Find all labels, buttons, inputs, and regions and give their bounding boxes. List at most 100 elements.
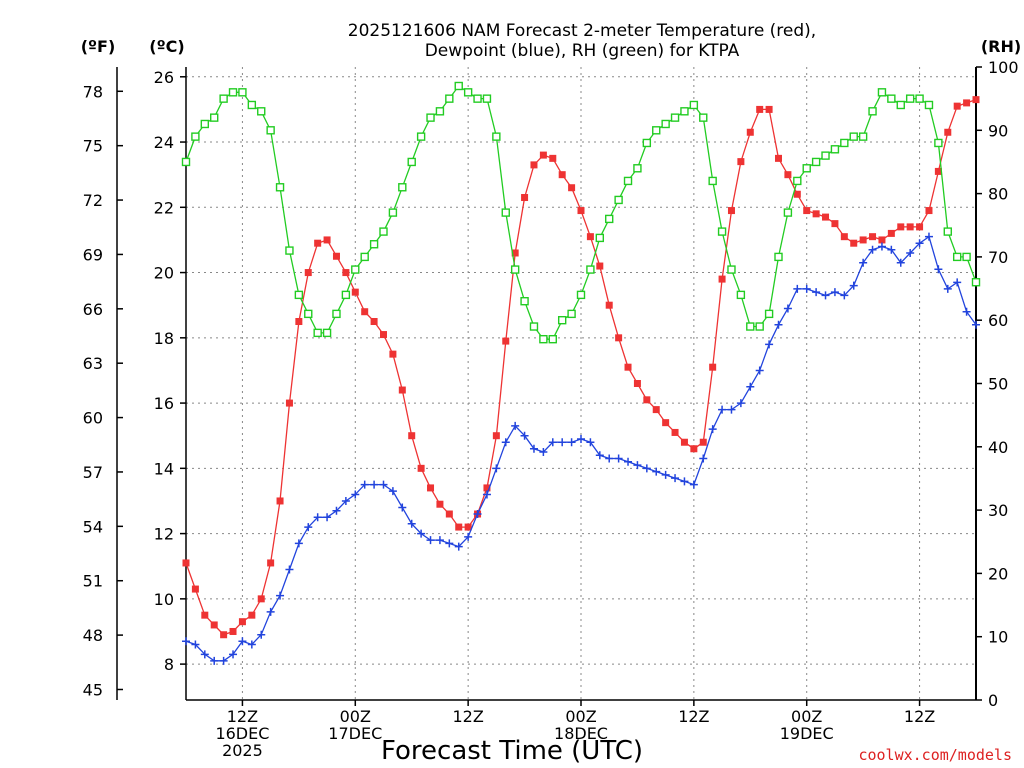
dewpoint-point <box>247 640 256 649</box>
dewpoint-point <box>868 245 877 254</box>
dewpoint-point <box>445 539 454 548</box>
temperature-point <box>323 236 331 244</box>
celsius-tick-label: 26 <box>154 68 174 87</box>
temperature-point <box>709 363 717 371</box>
dewpoint-point <box>473 510 482 519</box>
dewpoint-point <box>671 474 680 483</box>
dewpoint-point <box>774 320 783 329</box>
temperature-point <box>699 438 707 446</box>
rh-point <box>379 227 388 236</box>
temperature-point <box>784 171 792 179</box>
x-tick-label: 00Z <box>340 707 371 726</box>
dewpoint-point <box>379 480 388 489</box>
rh-point <box>369 240 379 249</box>
dewpoint-point <box>906 248 915 257</box>
fahrenheit-tick-label: 54 <box>83 517 103 536</box>
dewpoint-point <box>915 239 924 248</box>
dewpoint-point <box>755 366 764 375</box>
rh-tick-label: 10 <box>988 628 1008 647</box>
rh-point <box>191 132 200 141</box>
rh-point <box>322 328 332 338</box>
fahrenheit-tick-label: 63 <box>83 354 103 373</box>
temperature-point <box>756 105 764 113</box>
temperature-point <box>229 627 237 635</box>
dewpoint-point <box>934 265 943 274</box>
rh-point <box>332 309 341 319</box>
fahrenheit-tick-label: 72 <box>83 191 103 210</box>
dewpoint-point <box>877 242 886 251</box>
temperature-point <box>201 611 209 619</box>
dewpoint-point <box>887 245 896 254</box>
dewpoint-point <box>398 503 407 512</box>
dewpoint-point <box>943 284 952 293</box>
temperature-point <box>238 618 246 626</box>
dewpoint-point <box>229 650 238 659</box>
temperature-point <box>746 128 754 136</box>
rh-point <box>219 94 228 103</box>
rh-point <box>736 290 746 300</box>
rh-point <box>717 227 727 236</box>
rh-point <box>445 94 454 103</box>
temperature-point <box>737 158 745 166</box>
dewpoint-point <box>972 320 980 329</box>
dewpoint-point <box>388 487 397 496</box>
x-tick-label: 00Z <box>565 707 596 726</box>
rh-point <box>783 208 793 217</box>
temperature-point <box>539 151 547 159</box>
dewpoint-point <box>200 650 209 659</box>
temperature-point <box>577 207 585 215</box>
temperature-point <box>267 559 275 567</box>
dewpoint-point <box>577 434 585 443</box>
rh-point <box>680 107 689 116</box>
rh-point <box>275 183 285 192</box>
dewpoint-point <box>341 496 350 505</box>
celsius-tick-label: 20 <box>154 264 174 283</box>
fahrenheit-tick-label: 78 <box>83 82 103 101</box>
x-tick-label: 19DEC <box>780 724 834 743</box>
temperature-point <box>342 269 350 277</box>
tick-labels: 8 10 12 14 16 18 20 22 24 26 45 48 51 54 57 60 63 66 69 72 7… <box>83 58 1019 760</box>
rh-point <box>614 195 623 205</box>
temperature-point <box>972 96 980 104</box>
rh-point <box>670 113 680 122</box>
temperature-point <box>775 154 782 162</box>
rh-point <box>699 113 708 122</box>
temperature-point <box>398 386 406 394</box>
rh-point <box>868 107 877 116</box>
rh-point <box>304 309 313 319</box>
rh-tick-label: 40 <box>988 438 1008 457</box>
rh-point <box>294 290 304 300</box>
dewpoint-point <box>652 467 661 476</box>
temperature-point <box>934 167 942 175</box>
temperature-point <box>464 523 472 531</box>
dewpoint-point <box>360 480 369 489</box>
rh-point <box>576 290 586 300</box>
rh-point <box>934 138 943 148</box>
rh-point <box>454 81 463 91</box>
rh-point <box>943 227 952 236</box>
celsius-tick-label: 16 <box>154 394 174 413</box>
dewpoint-point <box>605 454 614 463</box>
dewpoint-point <box>953 278 962 287</box>
temperature-point <box>389 350 397 358</box>
dewpoint-point <box>266 607 275 616</box>
dewpoint-point <box>417 529 426 538</box>
rh-point <box>924 100 934 110</box>
temperature-point <box>831 220 839 228</box>
temperature-point <box>182 559 190 567</box>
rh-point <box>473 94 482 103</box>
temperature-point <box>803 207 811 215</box>
dewpoint-point <box>558 438 567 447</box>
temperature-point <box>906 223 914 231</box>
dewpoint-point <box>454 542 463 551</box>
dewpoint-point <box>793 284 802 293</box>
rh-point <box>341 290 351 300</box>
dewpoint-point <box>783 304 792 313</box>
temperature-point <box>427 484 435 492</box>
dewpoint-point <box>548 438 557 447</box>
x-tick-label: 12Z <box>227 707 258 726</box>
x-tick-label: 2025 <box>222 741 263 760</box>
temperature-point <box>765 105 773 113</box>
rh-point <box>482 94 492 103</box>
dewpoint-point <box>586 438 595 447</box>
